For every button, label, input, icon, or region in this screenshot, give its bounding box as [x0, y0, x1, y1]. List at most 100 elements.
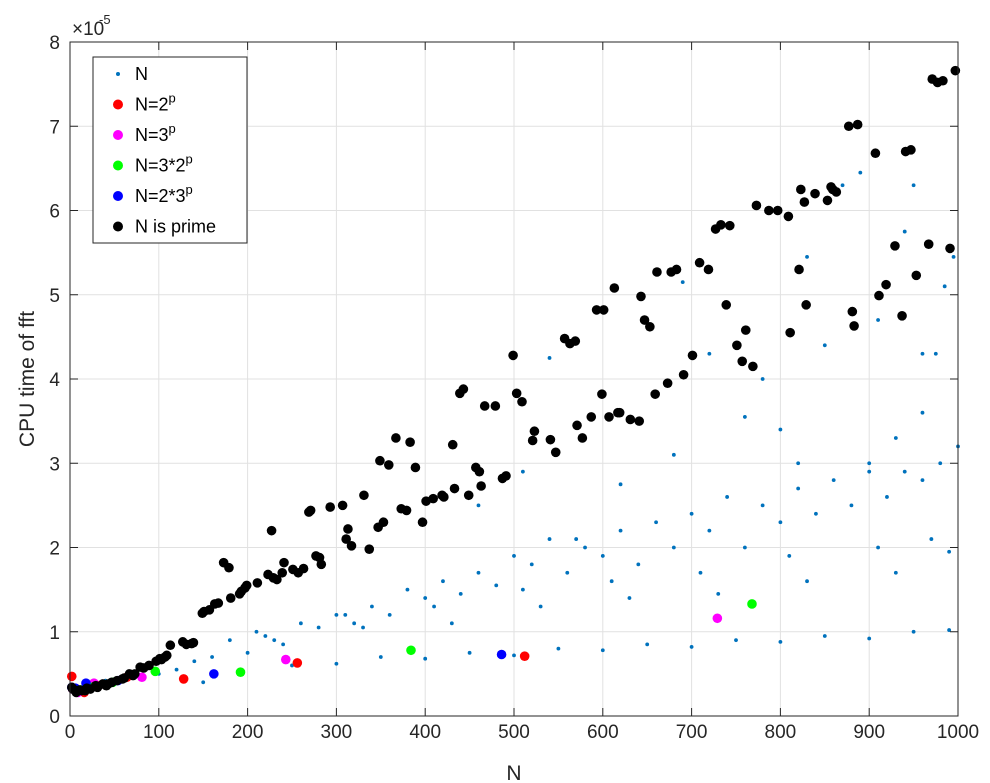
data-point — [604, 412, 614, 422]
data-point — [361, 625, 365, 630]
data-point — [893, 436, 898, 440]
x-tick-label: 600 — [587, 722, 619, 743]
y-tick-label: 6 — [49, 202, 60, 223]
data-point — [391, 433, 401, 443]
data-point — [687, 350, 698, 361]
data-point — [689, 511, 694, 516]
data-point — [874, 290, 884, 301]
y-tick-label: 7 — [49, 117, 60, 138]
data-point — [796, 486, 801, 491]
data-point — [618, 482, 623, 487]
x-tick-label: 300 — [321, 722, 353, 743]
data-point — [694, 257, 705, 268]
data-point — [678, 369, 689, 380]
data-point — [210, 655, 214, 659]
data-point — [254, 629, 259, 634]
data-point — [734, 638, 738, 643]
data-point — [401, 505, 412, 516]
legend: NN=2pN=3pN=3*2pN=2*3pN is prime — [92, 56, 248, 244]
data-point — [778, 639, 783, 644]
data-point — [849, 321, 859, 331]
data-point — [947, 628, 952, 632]
legend-marker — [113, 191, 123, 201]
x-tick-label: 0 — [65, 722, 76, 743]
data-point — [591, 305, 602, 315]
data-point — [716, 591, 721, 596]
series-all — [85, 170, 960, 690]
data-point — [867, 461, 872, 466]
data-point — [66, 671, 77, 682]
data-point — [405, 437, 415, 447]
data-point — [849, 503, 854, 508]
data-point — [902, 469, 907, 474]
data-point — [847, 306, 858, 317]
data-point — [252, 578, 263, 588]
data-point — [501, 471, 511, 481]
data-point — [383, 460, 394, 470]
data-point — [378, 655, 383, 659]
data-point — [671, 545, 676, 550]
data-point — [334, 613, 339, 617]
data-point — [698, 570, 703, 575]
data-point — [574, 537, 579, 541]
data-point — [496, 649, 507, 660]
data-point — [950, 65, 961, 76]
data-point — [463, 490, 474, 501]
legend-label: N=3*2p — [135, 152, 193, 176]
data-point — [449, 621, 454, 626]
series-prime — [66, 65, 961, 698]
data-point — [867, 469, 872, 474]
data-point — [405, 587, 410, 592]
data-point — [760, 377, 765, 381]
data-point — [334, 661, 339, 666]
data-point — [929, 537, 934, 541]
legend-marker — [113, 221, 123, 232]
data-point — [529, 562, 534, 567]
data-point — [370, 604, 374, 609]
data-point — [876, 318, 880, 322]
x-tick-label: 100 — [143, 722, 175, 743]
data-point — [343, 613, 348, 617]
legend-entry-two_pow3: N=2*3p — [113, 182, 193, 206]
data-point — [209, 669, 219, 679]
data-point — [760, 503, 765, 508]
data-point — [583, 545, 587, 550]
data-point — [938, 75, 948, 86]
data-point — [689, 645, 694, 649]
x-axis-label: N — [506, 762, 521, 783]
data-point — [476, 503, 481, 508]
data-point — [870, 148, 881, 159]
y-tick-label: 1 — [49, 623, 60, 644]
data-point — [712, 613, 723, 624]
data-point — [529, 426, 540, 437]
data-point — [614, 407, 625, 418]
data-point — [298, 563, 309, 574]
y-axis-label: CPU time of fft — [16, 311, 39, 447]
data-point — [787, 554, 792, 558]
data-point — [796, 184, 806, 195]
data-point — [545, 434, 556, 445]
data-point — [432, 604, 436, 609]
data-point — [805, 579, 809, 584]
data-point — [796, 461, 801, 466]
data-point — [178, 674, 189, 684]
data-point — [565, 570, 570, 575]
data-point — [547, 356, 552, 360]
data-point — [346, 541, 357, 551]
y-tick-label: 3 — [49, 454, 60, 475]
data-point — [192, 659, 197, 664]
data-point — [458, 591, 463, 596]
x-tick-label: 500 — [498, 722, 530, 743]
data-point — [822, 634, 827, 638]
data-point — [671, 452, 676, 457]
data-point — [272, 638, 277, 643]
data-point — [137, 672, 147, 683]
data-point — [597, 389, 607, 399]
data-point — [911, 629, 916, 634]
legend-entry-three_pow2: N=3*2p — [113, 152, 193, 176]
data-point — [224, 562, 234, 573]
data-point — [417, 517, 428, 528]
data-point — [144, 660, 154, 671]
data-point — [449, 483, 460, 494]
data-point — [520, 469, 525, 474]
